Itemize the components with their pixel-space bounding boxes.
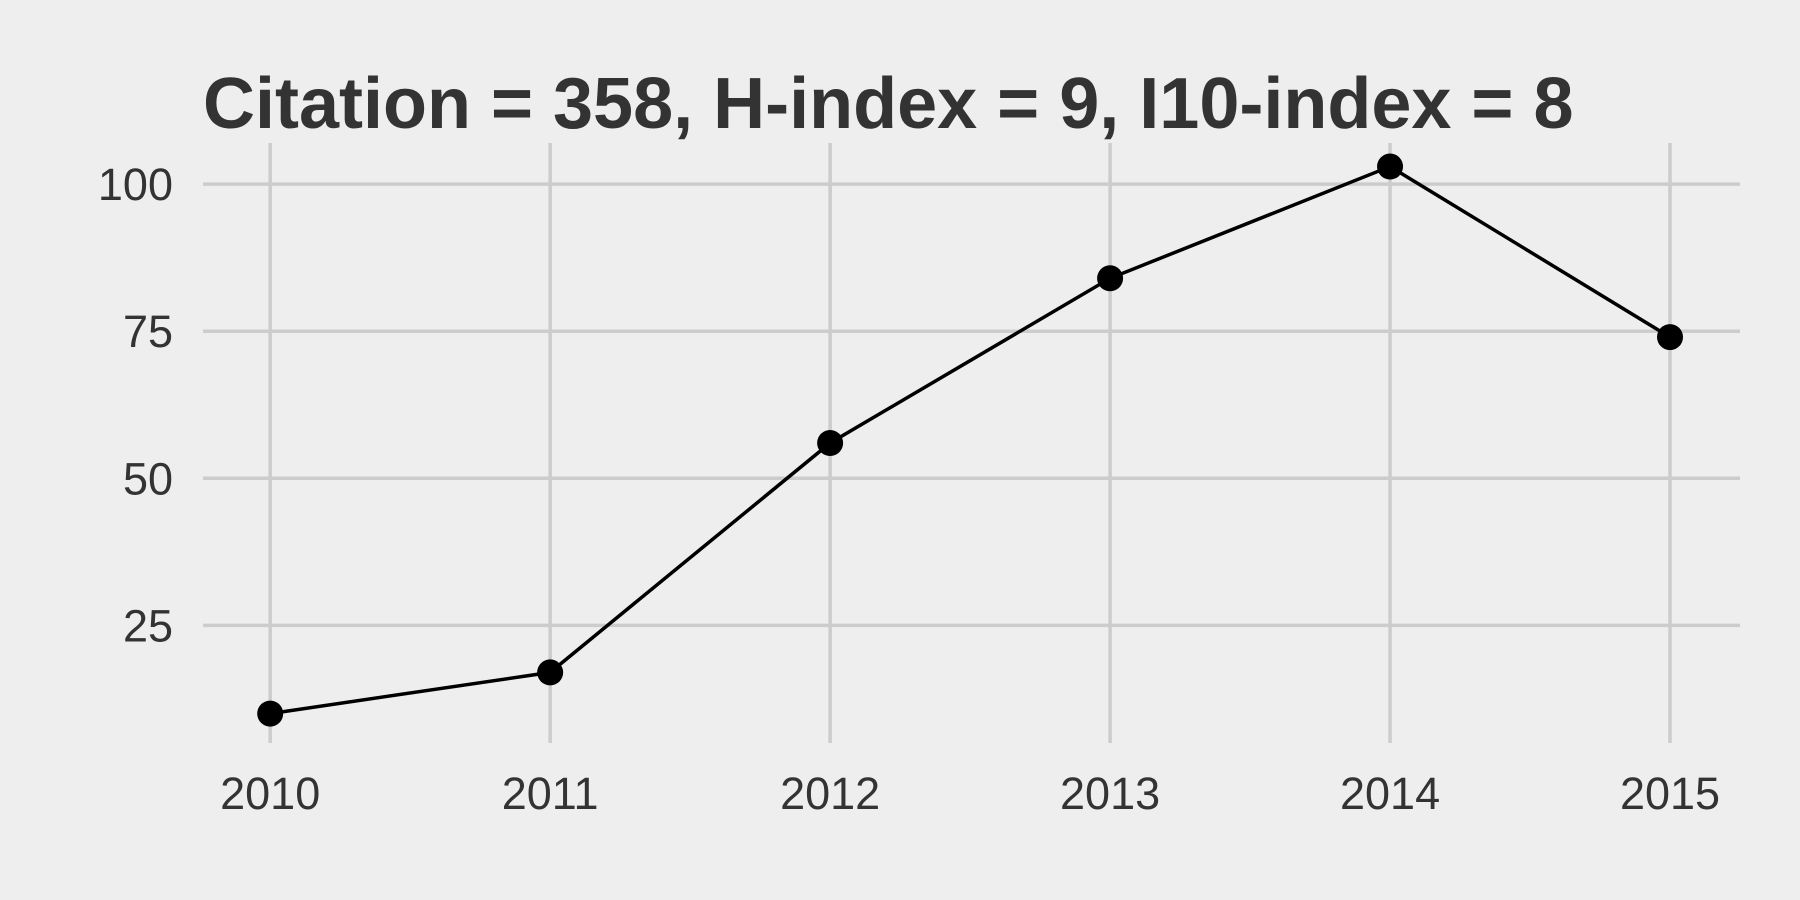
x-tick-label-2011: 2011 [502,768,599,819]
data-point-2012 [817,430,844,456]
data-point-2013 [1097,265,1124,292]
data-point-2015 [1657,324,1684,351]
y-tick-label-50: 50 [123,453,173,504]
data-points [257,153,1684,727]
x-axis-tick-labels: 2010 2011 2012 2013 2014 2015 [220,768,1720,819]
data-point-2010 [257,700,284,727]
x-tick-label-2012: 2012 [780,768,880,819]
x-tick-label-2014: 2014 [1340,768,1440,819]
x-tick-label-2010: 2010 [220,768,320,819]
x-tick-label-2015: 2015 [1620,768,1720,819]
y-axis-tick-labels: 25 50 75 100 [98,159,173,651]
chart-title: Citation = 358, H-index = 9, I10-index =… [203,64,1574,144]
data-point-2011 [537,659,564,686]
y-tick-label-25: 25 [123,600,173,651]
y-tick-label-100: 100 [98,159,173,210]
data-point-2014 [1377,153,1404,180]
x-tick-label-2013: 2013 [1060,768,1160,819]
horizontal-gridlines [203,182,1740,628]
y-tick-label-75: 75 [123,306,173,357]
series-line [269,164,1671,716]
